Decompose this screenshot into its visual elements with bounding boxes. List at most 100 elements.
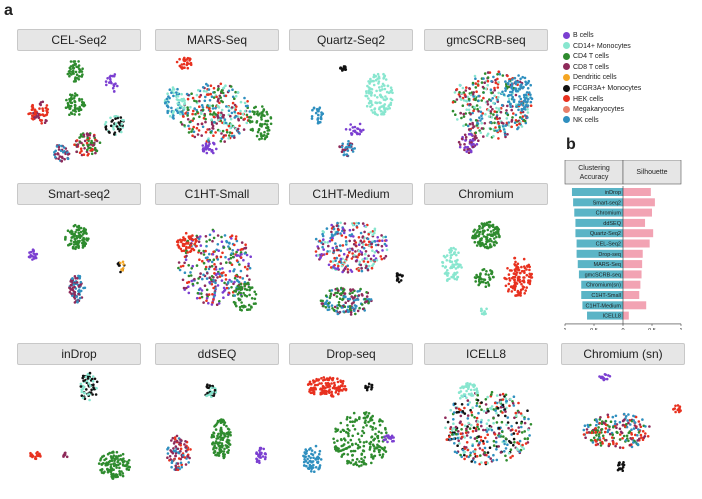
cell-point bbox=[222, 419, 225, 422]
cell-point bbox=[458, 442, 461, 445]
cell-point bbox=[510, 120, 513, 123]
cell-point bbox=[78, 296, 82, 300]
cell-point bbox=[187, 274, 191, 278]
cell-point bbox=[27, 112, 30, 116]
cell-point bbox=[371, 233, 375, 237]
cell-point bbox=[598, 436, 601, 440]
cell-point bbox=[510, 93, 513, 97]
cell-point bbox=[380, 456, 384, 459]
cell-point bbox=[224, 84, 227, 87]
cell-point bbox=[459, 390, 463, 393]
cell-point bbox=[476, 241, 480, 244]
cell-point bbox=[504, 454, 507, 458]
cell-point bbox=[76, 277, 79, 280]
cell-point bbox=[81, 238, 84, 242]
cell-point bbox=[179, 112, 182, 116]
cell-point bbox=[501, 90, 504, 94]
cell-point bbox=[518, 280, 522, 284]
cell-point bbox=[115, 115, 118, 118]
cell-point bbox=[79, 230, 83, 234]
cell-point bbox=[371, 428, 374, 431]
category-label: ddSEQ bbox=[603, 221, 621, 227]
cell-point bbox=[190, 279, 193, 283]
cell-point bbox=[348, 248, 351, 252]
cell-point bbox=[180, 92, 183, 96]
cell-point bbox=[462, 124, 465, 128]
cell-point bbox=[319, 299, 323, 302]
cell-point bbox=[362, 240, 366, 243]
cell-point bbox=[337, 301, 341, 304]
cell-point bbox=[353, 309, 356, 312]
cell-point bbox=[69, 239, 73, 242]
cell-point bbox=[106, 470, 110, 474]
cell-point bbox=[240, 301, 243, 304]
cell-point bbox=[75, 150, 78, 154]
cell-point bbox=[223, 234, 227, 237]
cell-point bbox=[121, 269, 124, 272]
cell-point bbox=[360, 303, 364, 306]
cell-point bbox=[516, 127, 519, 131]
cell-point bbox=[373, 251, 377, 254]
cell-point bbox=[611, 433, 614, 436]
cell-point bbox=[87, 152, 90, 156]
cell-point bbox=[227, 124, 231, 128]
cell-point bbox=[341, 379, 345, 383]
cell-point bbox=[89, 384, 92, 387]
cell-point bbox=[331, 236, 334, 240]
cell-point bbox=[216, 234, 220, 237]
cell-point bbox=[180, 463, 183, 467]
cell-point bbox=[492, 75, 495, 79]
cell-point bbox=[477, 280, 481, 283]
cell-point bbox=[360, 464, 363, 467]
cell-point bbox=[261, 455, 265, 458]
cell-point bbox=[204, 147, 208, 150]
cell-point bbox=[305, 464, 308, 468]
cell-point bbox=[489, 112, 493, 115]
cell-point bbox=[493, 88, 496, 92]
cell-point bbox=[474, 131, 477, 134]
cell-point bbox=[327, 382, 331, 386]
cell-point bbox=[618, 421, 622, 424]
cell-point bbox=[605, 438, 608, 442]
cell-point bbox=[310, 115, 314, 118]
cell-point bbox=[487, 239, 491, 243]
cell-point bbox=[207, 293, 211, 296]
cell-point bbox=[371, 249, 374, 252]
cell-point bbox=[180, 465, 183, 469]
cell-point bbox=[617, 467, 621, 470]
cell-point bbox=[482, 442, 485, 445]
cell-point bbox=[639, 433, 643, 437]
cell-point bbox=[486, 100, 489, 103]
cell-point bbox=[227, 105, 230, 109]
silhouette-bar bbox=[623, 208, 652, 217]
cell-point bbox=[234, 108, 237, 111]
cell-point bbox=[119, 458, 122, 461]
cell-point bbox=[243, 294, 247, 297]
cell-point bbox=[495, 110, 498, 114]
cell-point bbox=[122, 263, 125, 266]
cell-point bbox=[455, 432, 458, 436]
cell-point bbox=[471, 111, 474, 115]
cell-point bbox=[225, 130, 229, 134]
cell-point bbox=[383, 74, 387, 78]
cell-point bbox=[180, 439, 183, 442]
cell-point bbox=[367, 86, 371, 89]
cell-point bbox=[355, 226, 359, 229]
cell-point bbox=[330, 223, 333, 227]
cell-point bbox=[507, 85, 510, 89]
cell-point bbox=[375, 89, 378, 93]
cell-point bbox=[487, 223, 491, 227]
cell-point bbox=[465, 396, 468, 399]
cell-point bbox=[498, 126, 501, 129]
cell-point bbox=[239, 269, 243, 273]
cell-point bbox=[397, 280, 401, 284]
cell-point bbox=[191, 238, 195, 242]
cell-point bbox=[449, 247, 453, 250]
cell-point bbox=[112, 84, 116, 88]
cell-point bbox=[450, 275, 453, 279]
cell-point bbox=[343, 292, 346, 295]
cell-point bbox=[464, 89, 468, 92]
cell-point bbox=[359, 231, 363, 235]
cell-point bbox=[368, 448, 372, 451]
cell-point bbox=[360, 434, 364, 438]
